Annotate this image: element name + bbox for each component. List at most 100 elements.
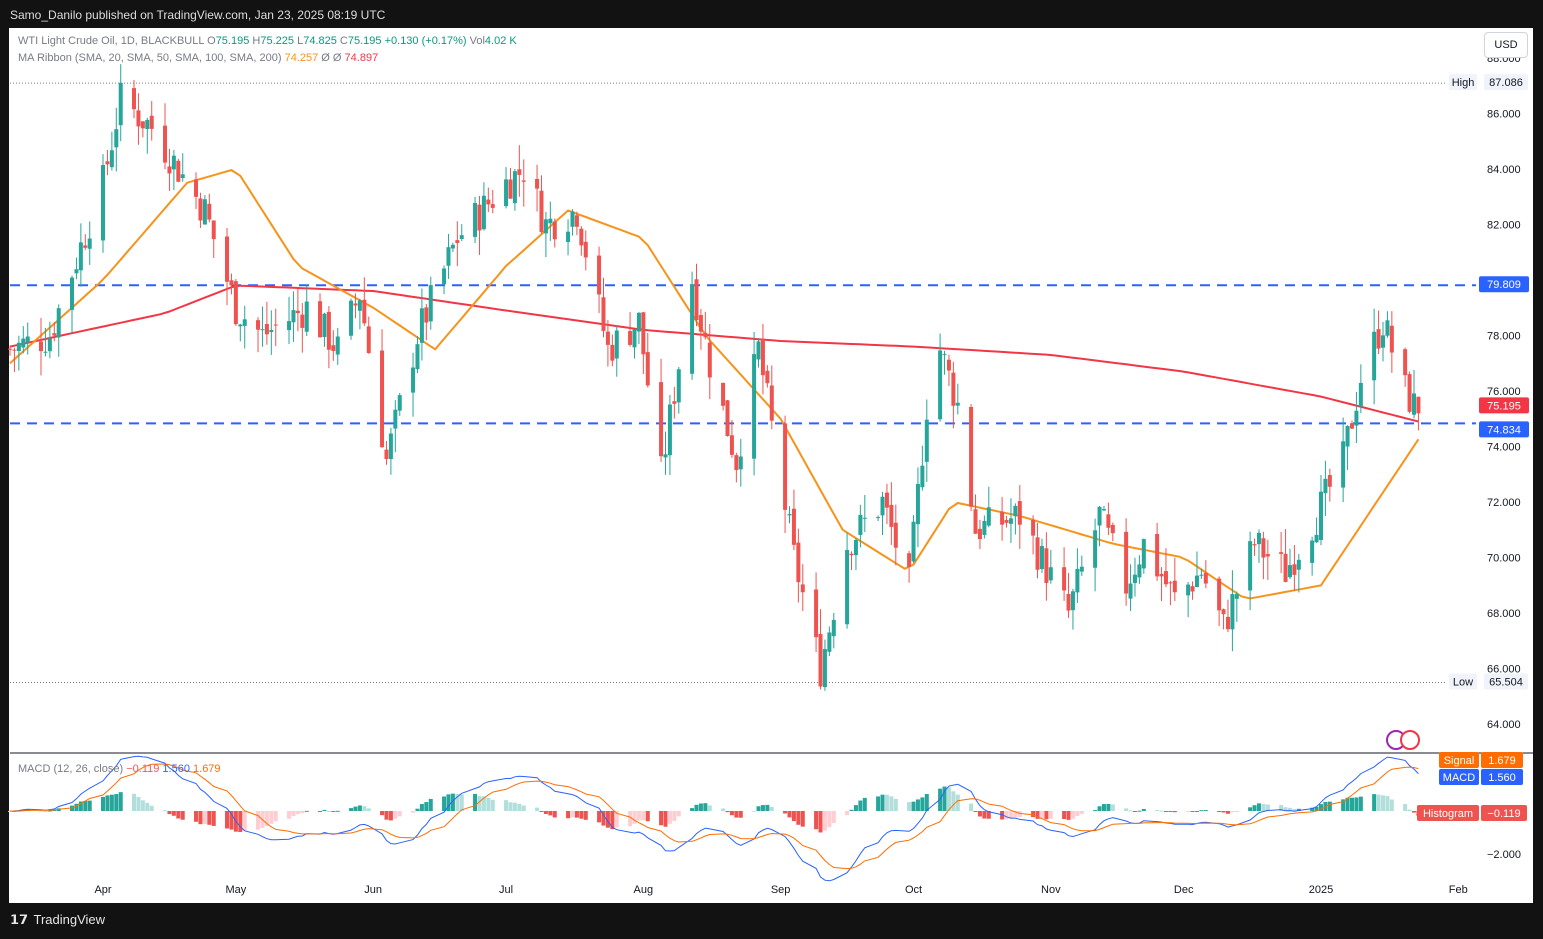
macd-histogram-bar [384,811,389,820]
macd-histogram-bar [982,811,987,819]
candle-body [52,333,57,336]
candle-body [765,370,770,384]
macd-hist-value: −0.119 [126,763,160,775]
candle-body [295,310,300,314]
macd-signal-badge: 1.679 [1488,755,1516,767]
candle-body [419,308,424,343]
macd-histogram-bar [442,796,447,811]
candle-body [362,299,367,324]
macd-histogram-bar [1079,811,1084,814]
macd-histogram-bar [300,811,305,814]
price-tick-label: 76.000 [1487,386,1521,398]
macd-histogram-bar [1075,811,1080,817]
candle-body [1203,572,1208,584]
candle-body [450,244,455,249]
macd-histogram-bar [353,806,358,811]
macd-histogram-bar [601,811,606,826]
candle-body [269,329,274,333]
price-tick-label: 88.000 [1487,53,1521,65]
chart-frame [9,28,1533,903]
time-tick-label: Jul [499,884,513,896]
macd-histogram-bar [118,792,123,811]
candle-body [1221,609,1226,615]
macd-histogram-bar [362,806,367,811]
ma-ribbon-legend: MA Ribbon (SMA, 20, SMA, 50, SMA, 100, S… [18,52,378,64]
candle-body [1000,511,1005,525]
price-tick-label: 70.000 [1487,553,1521,565]
candle-body [721,382,726,406]
candle-body [238,324,243,327]
candle-body [304,301,309,332]
time-tick-label: Sep [771,884,791,896]
candle-body [1155,533,1160,577]
macd-histogram-bar [614,811,619,828]
candle-body [787,514,792,516]
macd-histogram-bar [911,801,916,811]
macd-histogram-bar [397,811,402,817]
time-tick-label: Dec [1174,884,1194,896]
candle-body [264,323,269,335]
candle-body [893,522,898,548]
macd-histogram-bar [1110,804,1115,811]
macd-histogram-bar [411,811,416,813]
macd-histogram-bar [1252,805,1257,811]
low-label: L [297,35,304,47]
candle-body [486,199,491,205]
macd-histogram-bar [756,806,761,811]
macd-histogram-badge-bg [1481,805,1527,821]
candle-body [703,332,708,338]
macd-histogram-bar [1137,810,1142,812]
low-label-bg [1449,673,1477,690]
time-tick-label: Aug [634,884,654,896]
macd-histogram-bar [517,803,522,811]
time-tick-label: Oct [905,884,922,896]
candle-body [822,649,827,688]
macd-histogram-bar [672,811,677,821]
candle-body [986,507,991,526]
candle-body [366,326,371,354]
candle-body [1217,578,1222,611]
candle-body [1261,538,1266,558]
change-value: +0.130 (+0.17%) [384,35,467,47]
candle-body [942,354,947,356]
macd-histogram-bar [765,804,770,811]
candle-body [1252,544,1257,546]
macd-histogram-bar [424,802,429,811]
macd-histogram-bar [667,811,672,824]
macd-histogram-bar [1203,810,1208,812]
candle-body [1035,537,1040,570]
macd-histogram-bar [628,811,633,827]
candle-body [1256,532,1261,545]
macd-axis-tick: −2.000 [1487,849,1521,861]
candle-body [667,404,672,456]
macd-histogram-bar [969,803,974,811]
candle-body [853,540,858,556]
candle-body [1292,564,1297,575]
currency-button[interactable]: USD [1484,32,1528,58]
candle-body [291,310,296,323]
macd-histogram-bar [1017,811,1022,817]
time-tick-label: Apr [94,884,111,896]
level-lower-label: 74.834 [1487,424,1521,436]
macd-histogram-bar [1261,803,1266,811]
macd-histogram-bar [1044,811,1049,820]
candle-body [1013,505,1018,517]
macd-histogram-bar [636,811,641,821]
candle-body [149,115,154,129]
macd-histogram-bar [1159,810,1164,812]
candle-body [1345,426,1350,447]
open-value: 75.195 [215,35,250,47]
candle-body [1039,546,1044,570]
candle-body [663,454,668,458]
macd-histogram-bar [43,810,48,812]
candle-body [636,312,641,332]
macd-histogram-bar [490,799,495,811]
last-price-label: 75.195 [1487,400,1521,412]
candle-body [318,301,323,338]
candle-body [118,82,123,126]
macd-histogram-bar [415,808,420,811]
candle-body [1372,331,1377,381]
macd-histogram-bar [924,794,929,811]
candle-body [1101,509,1106,511]
